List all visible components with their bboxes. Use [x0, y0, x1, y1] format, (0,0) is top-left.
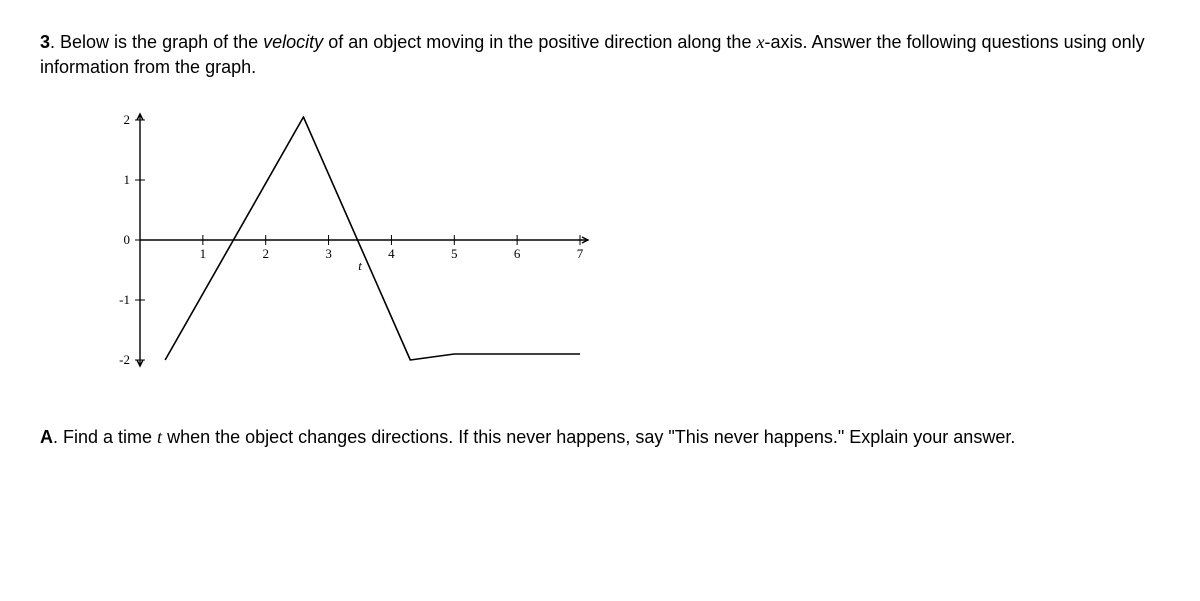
svg-text:7: 7	[577, 246, 584, 261]
svg-text:2: 2	[262, 246, 269, 261]
svg-text:-2: -2	[119, 352, 130, 367]
svg-text:-1: -1	[119, 292, 130, 307]
svg-text:2: 2	[124, 112, 131, 127]
svg-text:5: 5	[451, 246, 458, 261]
problem-text-1: . Below is the graph of the	[50, 32, 263, 52]
part-a-text-2: when the object changes directions. If t…	[162, 427, 1015, 447]
velocity-chart: -2 -1 0 1 2 1 2 3 4 5 6 7 t	[80, 100, 1160, 395]
svg-text:4: 4	[388, 246, 395, 261]
svg-text:1: 1	[200, 246, 207, 261]
svg-text:3: 3	[325, 246, 332, 261]
svg-text:6: 6	[514, 246, 521, 261]
part-a-label: A	[40, 427, 53, 447]
velocity-word: velocity	[263, 32, 323, 52]
chart-svg: -2 -1 0 1 2 1 2 3 4 5 6 7 t	[80, 100, 600, 390]
svg-text:t: t	[358, 258, 362, 273]
part-a-text-1: . Find a time	[53, 427, 157, 447]
problem-statement: 3. Below is the graph of the velocity of…	[40, 30, 1160, 80]
part-a-statement: A. Find a time t when the object changes…	[40, 425, 1160, 450]
problem-number: 3	[40, 32, 50, 52]
problem-text-2: of an object moving in the positive dire…	[323, 32, 756, 52]
svg-text:0: 0	[124, 232, 131, 247]
svg-text:1: 1	[124, 172, 131, 187]
